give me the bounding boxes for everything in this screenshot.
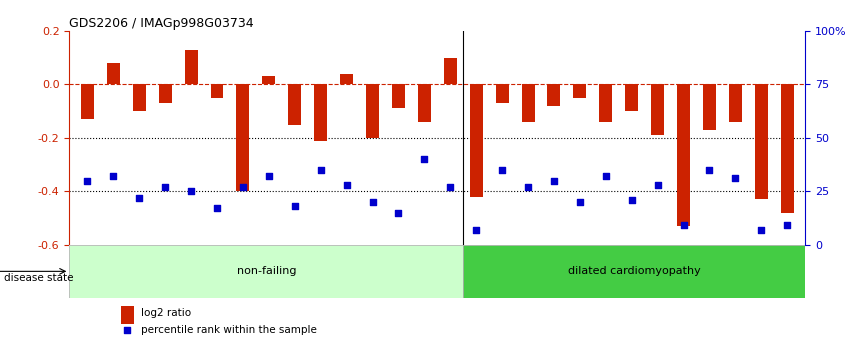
Bar: [573, 85, 586, 98]
Point: [728, 176, 742, 181]
Bar: [625, 85, 638, 111]
Bar: [599, 85, 612, 122]
Text: disease state: disease state: [4, 273, 74, 283]
Text: log2 ratio: log2 ratio: [141, 308, 191, 318]
Point: [120, 327, 134, 333]
Point: [676, 223, 690, 228]
Bar: [547, 85, 560, 106]
Bar: [703, 85, 716, 130]
Bar: [495, 85, 508, 103]
Bar: [651, 85, 664, 135]
Point: [702, 167, 716, 172]
Point: [391, 210, 405, 215]
Point: [313, 167, 327, 172]
Point: [754, 227, 768, 233]
Point: [158, 184, 172, 190]
Bar: [236, 85, 249, 191]
Bar: [288, 85, 301, 125]
Point: [262, 174, 275, 179]
Bar: [677, 85, 690, 226]
Bar: [158, 85, 171, 103]
Bar: [210, 85, 223, 98]
Point: [236, 184, 250, 190]
Point: [469, 227, 483, 233]
Point: [288, 204, 301, 209]
Bar: [340, 74, 353, 85]
Bar: [781, 85, 794, 213]
Point: [81, 178, 94, 183]
Bar: [121, 306, 134, 324]
Point: [650, 182, 664, 188]
Bar: [443, 58, 456, 85]
Point: [210, 206, 224, 211]
Bar: [314, 85, 327, 140]
Point: [547, 178, 561, 183]
Bar: [392, 85, 405, 108]
Point: [107, 174, 120, 179]
Point: [599, 174, 613, 179]
Bar: [366, 85, 379, 138]
Bar: [184, 50, 197, 85]
Point: [521, 184, 535, 190]
Point: [624, 197, 638, 203]
Text: dilated cardiomyopathy: dilated cardiomyopathy: [568, 266, 701, 276]
Bar: [262, 77, 275, 85]
Bar: [81, 85, 94, 119]
Point: [365, 199, 379, 205]
Point: [573, 199, 587, 205]
Text: percentile rank within the sample: percentile rank within the sample: [141, 325, 317, 335]
Point: [495, 167, 509, 172]
Bar: [132, 85, 145, 111]
Point: [417, 156, 431, 162]
Bar: [107, 63, 120, 85]
Bar: [521, 85, 534, 122]
Point: [780, 223, 794, 228]
Point: [339, 182, 353, 188]
Bar: [69, 245, 463, 298]
Bar: [755, 85, 768, 199]
Point: [443, 184, 457, 190]
Text: GDS2206 / IMAGp998G03734: GDS2206 / IMAGp998G03734: [69, 17, 254, 30]
Bar: [463, 245, 805, 298]
Point: [132, 195, 146, 200]
Point: [184, 188, 198, 194]
Text: non-failing: non-failing: [236, 266, 296, 276]
Bar: [418, 85, 431, 122]
Bar: [469, 85, 482, 197]
Bar: [729, 85, 742, 122]
